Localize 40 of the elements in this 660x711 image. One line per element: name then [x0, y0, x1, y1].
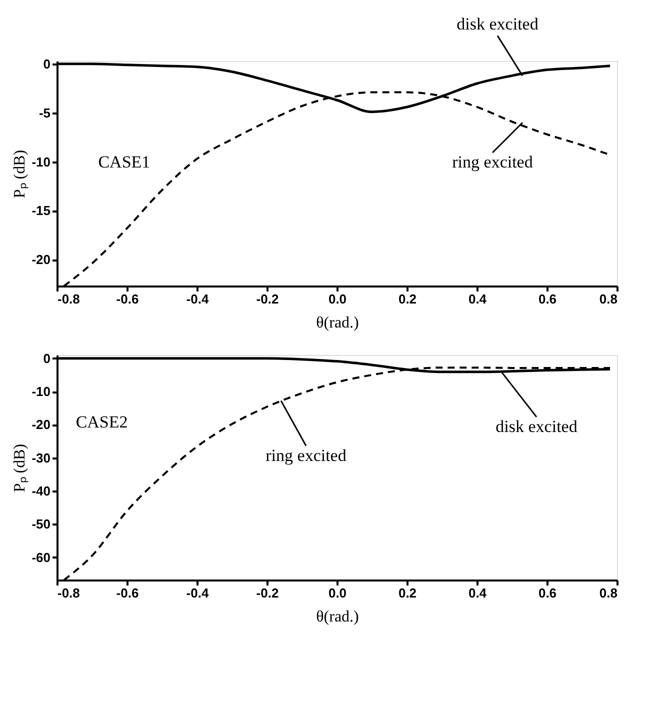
y-axis-title: Pₚ (dB): [12, 444, 29, 492]
x-tick-label: 0.2: [398, 292, 417, 306]
y-tick-label: -30: [32, 450, 50, 466]
annotation: disk excited: [496, 416, 578, 436]
x-tick-label: 0.4: [468, 292, 488, 306]
x-tick-label: 0.4: [468, 586, 488, 600]
x-axis-title: θ(rad.): [316, 314, 359, 332]
y-tick-label: -50: [32, 516, 50, 532]
y-tick-label: -5: [38, 105, 50, 120]
y-tick-label: -15: [32, 203, 50, 218]
annotation: disk excited: [456, 14, 539, 34]
x-tick-label: 0.6: [538, 292, 557, 306]
x-tick-label: -0.8: [58, 292, 80, 306]
x-axis-title: θ(rad.): [316, 608, 359, 626]
x-tick-label: 0.0: [328, 292, 347, 306]
y-tick-label: -20: [32, 417, 50, 432]
x-tick-label: -0.6: [116, 292, 139, 306]
annotation: ring excited: [266, 446, 347, 465]
y-tick-label: -60: [32, 550, 50, 565]
x-tick-label: -0.8: [58, 586, 80, 600]
x-tick-label: -0.4: [186, 292, 210, 306]
x-tick-label: 0.6: [538, 586, 557, 600]
y-tick-label: -20: [32, 252, 50, 268]
x-tick-label: -0.4: [186, 586, 210, 600]
y-tick-label: -40: [32, 484, 50, 499]
x-tick-label: 0.2: [398, 586, 417, 600]
x-tick-label: -0.2: [256, 586, 279, 600]
x-tick-label: -0.6: [116, 586, 139, 600]
y-tick-label: 0: [43, 56, 50, 72]
y-tick-label: -10: [32, 384, 50, 400]
y-axis-title: Pₚ (dB): [12, 150, 29, 198]
x-tick-label: 0.8: [599, 586, 618, 600]
annotation: CASE2: [76, 412, 128, 432]
y-tick-label: -10: [32, 154, 50, 170]
x-tick-label: 0.8: [599, 292, 618, 306]
y-tick-label: 0: [43, 350, 50, 366]
annotation: ring excited: [452, 152, 534, 172]
annotation: CASE1: [98, 152, 150, 172]
x-tick-label: 0.0: [328, 586, 347, 600]
x-tick-label: -0.2: [256, 292, 279, 306]
